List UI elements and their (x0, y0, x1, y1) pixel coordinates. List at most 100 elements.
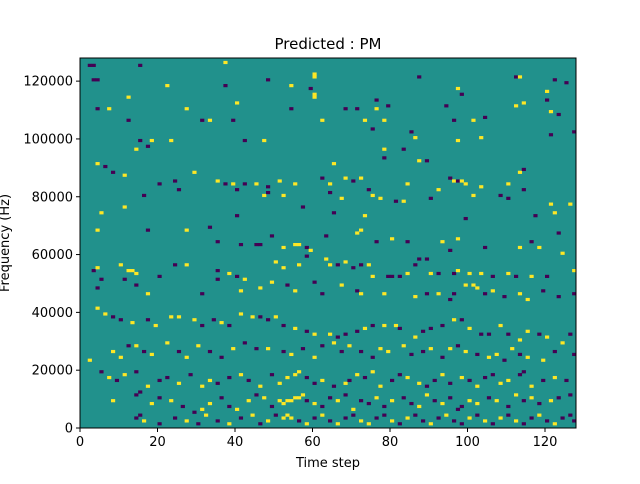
heatmap-cell (297, 243, 302, 247)
heatmap-cell (498, 416, 503, 420)
heatmap-cell (486, 355, 492, 359)
heatmap-cell (382, 323, 387, 328)
heatmap-cell (467, 399, 472, 403)
heatmap-cell (289, 399, 294, 403)
heatmap-cell (359, 292, 364, 296)
heatmap-cell (328, 332, 333, 336)
heatmap-cell (548, 399, 554, 403)
heatmap-cell (266, 78, 271, 82)
heatmap-cell (483, 115, 488, 119)
heatmap-cell (428, 196, 433, 200)
heatmap-cell (448, 297, 453, 302)
heatmap-cell (448, 176, 453, 180)
heatmap-cell (545, 419, 550, 423)
heatmap-cell (564, 378, 569, 383)
heatmap-cell (246, 399, 251, 403)
heatmap-cell (362, 118, 368, 122)
heatmap-cell (413, 413, 418, 417)
heatmap-cell (188, 373, 193, 377)
heatmap-cell (436, 292, 441, 296)
heatmap-cell (266, 190, 271, 195)
heatmap-cell (297, 370, 302, 374)
heatmap-cell (448, 396, 453, 400)
heatmap-cell (343, 381, 348, 385)
heatmap-cell (440, 401, 445, 406)
heatmap-cell (200, 384, 205, 388)
heatmap-cell (374, 396, 379, 400)
heatmap-cell (328, 182, 333, 186)
heatmap-cell (347, 378, 352, 383)
heatmap-cell (173, 179, 178, 183)
heatmap-cell (103, 164, 108, 169)
heatmap-cell (145, 318, 151, 322)
heatmap-cell (207, 118, 213, 122)
heatmap-cell (459, 92, 464, 96)
heatmap-cell (525, 297, 530, 302)
heatmap-cell (235, 274, 240, 278)
heatmap-cell (118, 263, 123, 267)
heatmap-cell (122, 205, 127, 209)
heatmap-cell (564, 81, 569, 85)
heatmap-cell (219, 396, 224, 400)
heatmap-cell (514, 274, 519, 278)
heatmap-cell (242, 341, 247, 345)
y-tick-label: 60000 (32, 248, 73, 263)
heatmap-cell (254, 182, 259, 186)
heatmap-cell (541, 378, 546, 383)
plot-frame (79, 57, 577, 429)
heatmap-cell (370, 193, 375, 198)
heatmap-cell (382, 404, 387, 409)
heatmap-cell (269, 373, 275, 377)
heatmap-cell (176, 188, 182, 192)
heatmap-cell (366, 263, 371, 267)
heatmap-cell (95, 107, 100, 111)
heatmap-cell (196, 344, 201, 348)
heatmap-cell (293, 326, 298, 331)
heatmap-cell (572, 269, 577, 273)
heatmap-cell (417, 75, 422, 79)
heatmap-cell (401, 147, 406, 151)
heatmap-cell (312, 381, 317, 385)
heatmap-cell (413, 263, 418, 267)
heatmap-cell (204, 413, 209, 417)
heatmap-cell (111, 349, 116, 354)
heatmap-cell (506, 404, 511, 409)
heatmap-cell (560, 341, 565, 345)
heatmap-cell (250, 315, 255, 319)
heatmap-cell (362, 326, 368, 331)
heatmap-cell (463, 283, 468, 287)
heatmap-cell (471, 283, 476, 287)
heatmap-cell (471, 118, 476, 122)
heatmap-cell (157, 378, 162, 383)
heatmap-cell (459, 318, 464, 322)
heatmap-cell (475, 413, 480, 417)
heatmap-cell (142, 193, 147, 198)
heatmap-cell (378, 384, 383, 388)
heatmap-cell (331, 384, 337, 388)
heatmap-cell (382, 118, 387, 122)
heatmap-cell (145, 228, 151, 232)
heatmap-cell (424, 384, 430, 388)
x-tick-label: 0 (76, 435, 84, 450)
heatmap-cell (107, 107, 112, 111)
heatmap-cell (281, 349, 286, 354)
heatmap-cell (417, 257, 422, 261)
heatmap-cell (258, 384, 263, 388)
heatmap-cell (568, 393, 573, 397)
heatmap-cell (479, 271, 484, 276)
heatmap-cell (130, 321, 135, 325)
heatmap-cell (269, 280, 275, 284)
heatmap-cell (289, 84, 294, 88)
heatmap-cell (99, 370, 104, 374)
heatmap-cell (169, 315, 174, 319)
heatmap-cell (393, 323, 399, 328)
heatmap-cell (87, 63, 92, 67)
heatmap-cell (374, 107, 379, 111)
heatmap-cell (444, 413, 449, 417)
heatmap-cell (517, 75, 523, 79)
heatmap-cell (95, 228, 100, 232)
heatmap-cell (235, 188, 240, 192)
heatmap-cell (490, 422, 495, 426)
heatmap-cell (207, 225, 213, 229)
heatmap-cell (545, 98, 550, 102)
